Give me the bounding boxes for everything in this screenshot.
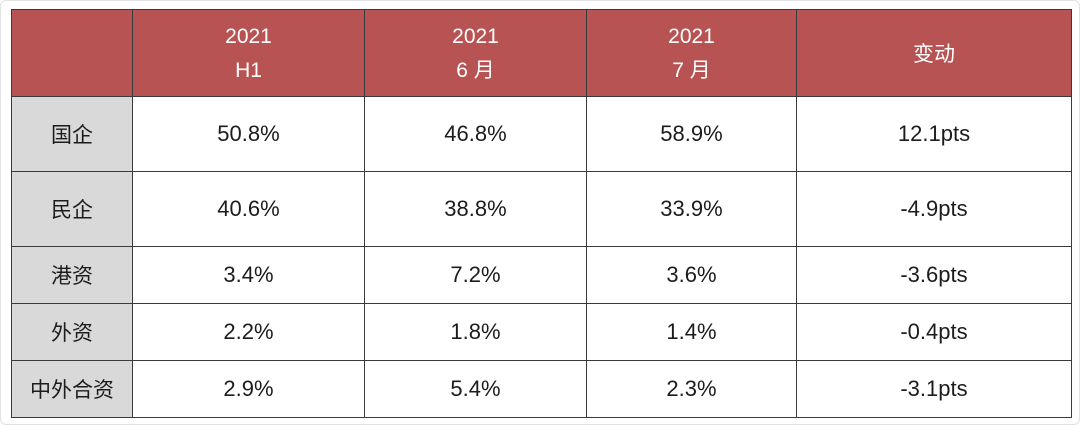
- table-row-soe: 国企 50.8% 46.8% 58.9% 12.1pts: [11, 96, 1072, 172]
- header-2021-jul: 2021 7 月: [586, 9, 797, 97]
- table-row-private: 民企 40.6% 38.8% 33.9% -4.9pts: [11, 171, 1072, 247]
- header-period: 7 月: [672, 58, 711, 82]
- header-change: 变动: [796, 9, 1072, 97]
- value-jun: 38.8%: [364, 171, 587, 247]
- value-jun: 1.8%: [364, 303, 587, 361]
- table-row-foreign: 外资 2.2% 1.8% 1.4% -0.4pts: [11, 303, 1072, 361]
- header-year: 2021: [668, 24, 715, 48]
- header-period: H1: [235, 58, 262, 82]
- header-row: 2021 H1 2021 6 月 2021 7 月 变动: [11, 9, 1072, 97]
- header-corner-cell: [11, 9, 133, 97]
- value-change: -4.9pts: [796, 171, 1072, 247]
- value-change: -3.6pts: [796, 246, 1072, 304]
- value-h1: 50.8%: [132, 96, 365, 172]
- value-jun: 46.8%: [364, 96, 587, 172]
- value-h1: 40.6%: [132, 171, 365, 247]
- header-year: 2021: [225, 24, 272, 48]
- header-year: 2021: [452, 24, 499, 48]
- value-jul: 1.4%: [586, 303, 797, 361]
- value-jun: 5.4%: [364, 360, 587, 418]
- row-label: 港资: [11, 246, 133, 304]
- value-h1: 2.2%: [132, 303, 365, 361]
- header-2021-jun: 2021 6 月: [364, 9, 587, 97]
- row-label: 中外合资: [11, 360, 133, 418]
- value-jun: 7.2%: [364, 246, 587, 304]
- header-2021-h1: 2021 H1: [132, 9, 365, 97]
- value-jul: 58.9%: [586, 96, 797, 172]
- value-jul: 2.3%: [586, 360, 797, 418]
- value-h1: 2.9%: [132, 360, 365, 418]
- value-change: 12.1pts: [796, 96, 1072, 172]
- value-jul: 33.9%: [586, 171, 797, 247]
- value-change: -3.1pts: [796, 360, 1072, 418]
- value-h1: 3.4%: [132, 246, 365, 304]
- header-period: 6 月: [456, 58, 495, 82]
- row-label: 国企: [11, 96, 133, 172]
- value-jul: 3.6%: [586, 246, 797, 304]
- ownership-share-table: 2021 H1 2021 6 月 2021 7 月 变动 国企 50.8% 46…: [11, 9, 1072, 418]
- row-label: 外资: [11, 303, 133, 361]
- row-label: 民企: [11, 171, 133, 247]
- value-change: -0.4pts: [796, 303, 1072, 361]
- table-row-hk: 港资 3.4% 7.2% 3.6% -3.6pts: [11, 246, 1072, 304]
- table-row-joint-venture: 中外合资 2.9% 5.4% 2.3% -3.1pts: [11, 360, 1072, 418]
